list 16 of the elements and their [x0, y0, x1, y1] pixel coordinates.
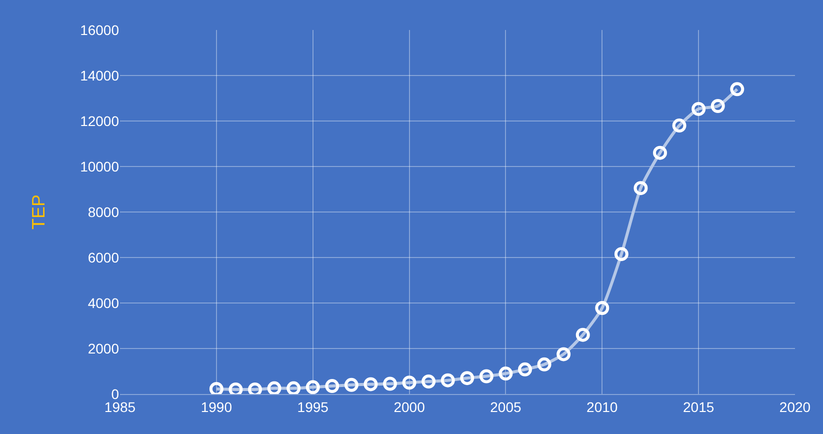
x-tick-label: 2015	[682, 398, 714, 415]
x-tick-label: 2000	[394, 398, 426, 415]
y-tick-label: 8000	[88, 204, 120, 220]
x-tick-label: 2010	[586, 398, 618, 415]
x-tick-label: 1990	[200, 398, 232, 415]
y-tick-label: 4000	[88, 294, 120, 311]
y-tick-label: 2000	[88, 340, 120, 356]
x-tick-label: 2005	[490, 398, 522, 415]
y-axis-title: TEP	[28, 194, 48, 230]
y-tick-label: 16000	[80, 22, 120, 38]
x-tick-label: 1995	[297, 398, 329, 415]
y-tick-label: 14000	[80, 67, 120, 84]
y-tick-label: 6000	[88, 249, 120, 266]
x-tick-label: 2020	[779, 398, 811, 415]
y-tick-label: 10000	[80, 158, 120, 174]
y-tick-label: 12000	[80, 112, 120, 129]
